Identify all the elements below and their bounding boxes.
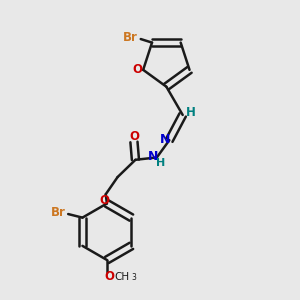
Text: O: O (133, 63, 143, 76)
Text: O: O (104, 270, 114, 283)
Text: N: N (160, 133, 170, 146)
Text: O: O (129, 130, 139, 142)
Text: 3: 3 (131, 273, 136, 282)
Text: CH: CH (115, 272, 130, 282)
Text: Br: Br (51, 206, 65, 219)
Text: N: N (148, 150, 158, 163)
Text: O: O (100, 194, 110, 207)
Text: H: H (156, 158, 165, 168)
Text: H: H (186, 106, 196, 119)
Text: Br: Br (123, 31, 138, 44)
